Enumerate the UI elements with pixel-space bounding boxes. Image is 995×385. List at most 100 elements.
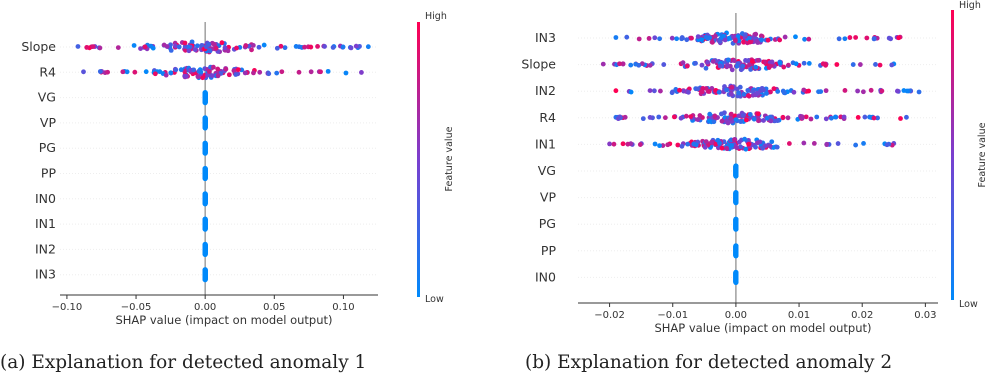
shap-dot — [706, 89, 712, 94]
colorbar — [951, 10, 954, 300]
shap-dot — [785, 115, 791, 121]
shap-dot — [84, 45, 90, 50]
shap-dot — [628, 62, 634, 68]
shap-dot — [120, 69, 126, 75]
feature-label: IN2 — [535, 83, 556, 98]
shap-dot — [717, 39, 723, 45]
shap-dot — [343, 70, 349, 76]
shap-dot — [325, 68, 331, 74]
shap-dot — [758, 33, 764, 39]
shap-dot — [194, 43, 200, 49]
shap-dot — [759, 37, 765, 43]
shap-dot — [847, 35, 853, 40]
shap-dot — [105, 69, 111, 75]
shap-dot — [855, 114, 861, 120]
shap-dot — [695, 117, 701, 122]
shap-dot — [853, 142, 859, 148]
shap-dot — [222, 45, 228, 51]
shap-dot — [613, 35, 619, 40]
shap-dot — [836, 36, 842, 42]
shap-dot — [877, 62, 883, 68]
shap-dot — [640, 116, 646, 122]
shap-dot — [803, 114, 809, 120]
shap-dot — [622, 114, 628, 120]
x-tick-label: 0.05 — [263, 302, 285, 313]
shap-dot — [677, 87, 682, 93]
shap-dot — [691, 141, 697, 147]
shap-dot — [734, 63, 740, 69]
shap-dot — [219, 40, 225, 46]
shap-dot — [168, 70, 174, 76]
shap-dot — [189, 39, 195, 45]
feature-label: IN3 — [35, 267, 56, 282]
shap-dot — [647, 88, 653, 94]
shap-dot — [348, 45, 354, 51]
shap-dot — [746, 141, 752, 147]
shap-dot — [777, 37, 783, 43]
shap-dot — [853, 35, 859, 40]
shap-dot — [808, 116, 814, 122]
shap-dot — [689, 35, 694, 41]
shap-dot — [736, 113, 742, 119]
shap-dot — [674, 36, 680, 42]
shap-dot — [192, 47, 198, 52]
shap-dot — [732, 38, 738, 43]
shap-dot — [223, 66, 229, 72]
shap-dot — [786, 62, 791, 68]
x-tick-label: −0.02 — [594, 310, 625, 321]
shap-dot — [799, 115, 805, 121]
shap-dot — [637, 142, 643, 147]
caption-a: (a) Explanation for detected anomaly 1 — [0, 352, 367, 373]
shap-dot — [738, 67, 744, 73]
shap-dot — [745, 87, 751, 93]
shap-dot — [741, 39, 746, 45]
shap-dot — [724, 87, 730, 93]
shap-dot — [756, 118, 761, 124]
shap-dot — [152, 71, 158, 77]
x-tick-label: −0.01 — [657, 310, 688, 321]
shap-dot — [716, 89, 722, 95]
shap-dot — [712, 113, 718, 119]
shap-dot — [182, 40, 188, 46]
shap-dot — [261, 42, 267, 48]
x-tick-label: 0.03 — [914, 310, 936, 321]
shap-dot — [743, 32, 748, 38]
shap-dot — [764, 91, 769, 96]
shap-dot — [860, 89, 866, 95]
shap-dot — [733, 173, 739, 179]
shap-dot — [703, 139, 709, 144]
shap-dot — [206, 41, 212, 47]
shap-dot — [202, 125, 208, 131]
colorbar-title: Feature value — [444, 126, 455, 191]
shap-dot — [732, 113, 738, 119]
shap-dot — [243, 43, 249, 48]
shap-dot — [359, 70, 364, 75]
shap-dot — [330, 45, 336, 50]
shap-dot — [274, 45, 280, 51]
shap-dot — [242, 70, 248, 76]
shap-dot — [142, 44, 148, 50]
shap-dot — [736, 38, 742, 44]
shap-dot — [898, 116, 903, 121]
shap-dot — [628, 89, 634, 95]
shap-dot — [308, 44, 314, 50]
shap-dot — [191, 67, 197, 73]
shap-dot — [97, 69, 103, 74]
shap-dot — [823, 88, 829, 94]
shap-dot — [801, 87, 807, 93]
shap-dot — [157, 69, 163, 75]
shap-dot — [801, 60, 807, 66]
shap-dot — [81, 69, 86, 75]
shap-dot — [202, 150, 208, 156]
shap-dot — [365, 44, 371, 50]
shap-dot — [202, 201, 208, 207]
shap-dot — [600, 61, 606, 67]
x-axis-title: SHAP value (impact on model output) — [654, 321, 871, 335]
shap-dot — [251, 70, 256, 76]
shap-dot — [699, 89, 705, 95]
colorbar-low-label: Low — [425, 294, 444, 305]
shap-dot — [620, 61, 626, 67]
shap-dot — [207, 69, 212, 74]
shap-dot — [896, 35, 902, 41]
